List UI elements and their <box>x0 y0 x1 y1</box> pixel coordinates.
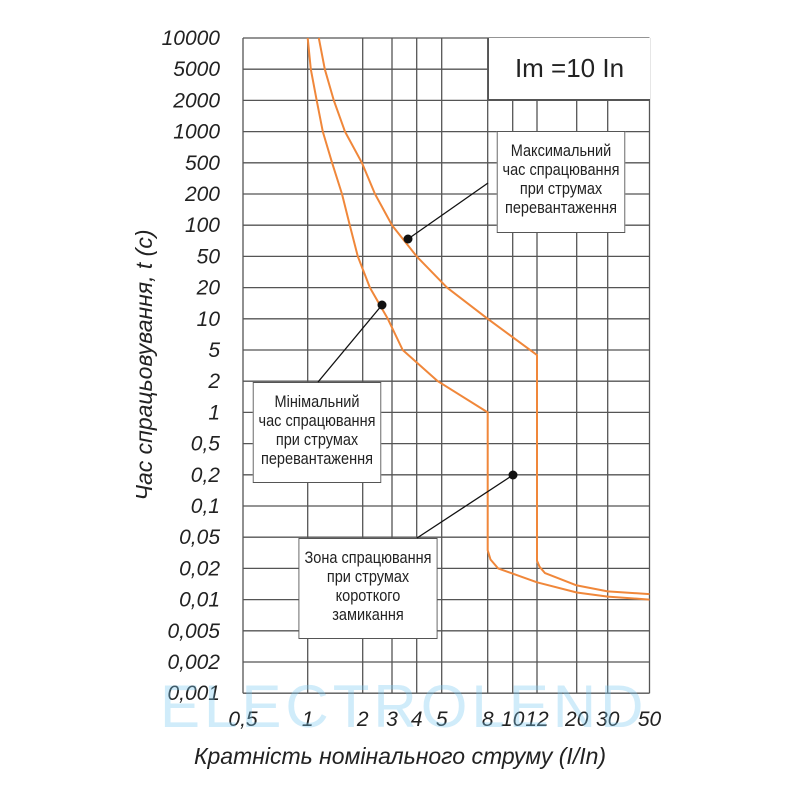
min-time-annotation: Мінімальний час спрацювання при струмах … <box>252 382 382 483</box>
x-tick-label: 0,5 <box>228 708 258 731</box>
max-time-annotation: Максимальний час спрацювання при струмах… <box>496 131 626 233</box>
annotation-line: перевантаження <box>260 450 373 468</box>
annotation-line: час спрацювання <box>258 412 376 430</box>
annotation-line: при струмах <box>326 568 410 586</box>
x-tick-label: 30 <box>596 708 620 731</box>
min-trip-curve <box>306 37 650 601</box>
y-tick-labels: 10000 5000 2000 1000 500 200 100 50 20 10 5 2 1 0,5 0,… <box>162 27 221 705</box>
curves <box>306 37 650 601</box>
annotation-line: перевантаження <box>504 199 617 217</box>
short-circuit-leader-dot <box>508 470 518 480</box>
y-tick-label: 0,01 <box>179 589 220 612</box>
x-tick-label: 1 <box>302 708 314 731</box>
y-tick-label: 500 <box>185 152 220 175</box>
y-tick-label: 5000 <box>173 58 220 81</box>
y-tick-label: 0,02 <box>179 557 220 580</box>
max-trip-curve <box>317 37 650 596</box>
im-label-box: Im =10 In <box>488 38 650 100</box>
short-circuit-annotation: Зона спрацювання при струмах короткого з… <box>298 538 438 639</box>
min-time-leader-line <box>317 304 383 383</box>
y-tick-label: 20 <box>196 277 221 300</box>
y-tick-label: 1000 <box>173 121 220 144</box>
y-tick-label: 0,002 <box>167 651 220 674</box>
x-tick-label: 8 <box>482 708 494 731</box>
annotation-line: час спрацювання <box>502 161 620 179</box>
min-time-leader-dot <box>377 300 387 310</box>
x-tick-label: 4 <box>411 708 423 731</box>
y-tick-label: 2 <box>207 370 220 393</box>
x-axis-title: Кратність номінального струму (I/In) <box>194 743 606 769</box>
annotation-line: Максимальний <box>510 142 612 160</box>
y-tick-label: 0,5 <box>191 433 221 456</box>
annotation-line: Мінімальний <box>274 393 360 411</box>
y-tick-label: 0,005 <box>167 620 220 643</box>
annotation-line: короткого <box>335 587 401 605</box>
y-tick-label: 5 <box>208 339 220 362</box>
max-time-leader-line <box>407 182 489 240</box>
x-tick-label: 50 <box>638 708 662 731</box>
y-tick-label: 100 <box>185 214 220 237</box>
im-label: Im =10 In <box>514 53 625 83</box>
annotation-line: при струмах <box>275 431 359 449</box>
y-tick-label: 1 <box>208 401 220 424</box>
x-tick-label: 12 <box>525 708 549 731</box>
annotation-line: при струмах <box>519 180 603 198</box>
y-tick-label: 0,2 <box>191 464 221 487</box>
y-tick-label: 0,05 <box>179 526 220 549</box>
x-tick-label: 20 <box>564 708 589 731</box>
max-time-leader-dot <box>403 234 413 244</box>
y-tick-label: 0,1 <box>191 495 220 518</box>
x-tick-label: 10 <box>501 708 525 731</box>
y-tick-label: 200 <box>184 183 220 206</box>
x-tick-label: 2 <box>356 708 369 731</box>
x-tick-label: 3 <box>386 708 398 731</box>
y-axis-title: Час спрацьовування, t (c) <box>131 230 157 501</box>
x-tick-label: 5 <box>436 708 448 731</box>
y-tick-label: 2000 <box>172 89 220 112</box>
y-tick-label: 10000 <box>162 27 221 50</box>
annotation-line: Зона спрацювання <box>304 549 432 567</box>
y-tick-label: 50 <box>197 245 221 268</box>
annotation-line: замикання <box>332 606 404 624</box>
y-tick-label: 10 <box>197 308 221 331</box>
short-circuit-leader-line <box>416 474 514 539</box>
x-tick-labels: 0,5 1 2 3 4 5 8 10 12 20 30 50 <box>228 708 661 731</box>
y-tick-label: 0,001 <box>167 682 220 705</box>
